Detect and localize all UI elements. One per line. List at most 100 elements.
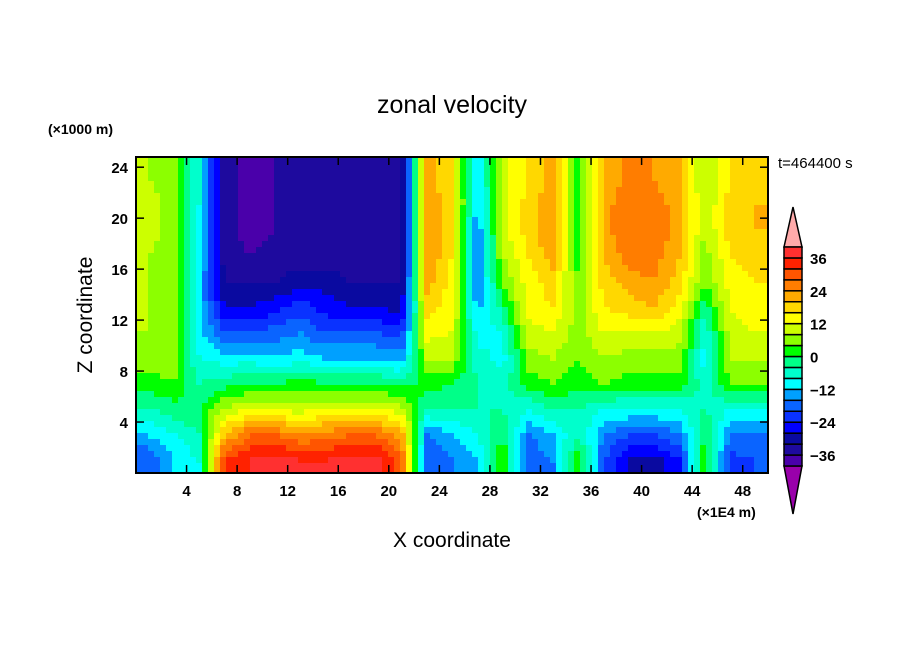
heatmap-cell (568, 217, 575, 224)
heatmap-cell (142, 313, 149, 320)
heatmap-cell (622, 205, 629, 212)
heatmap-cell (760, 247, 767, 254)
heatmap-cell (568, 193, 575, 200)
heatmap-cell (142, 379, 149, 386)
heatmap-cell (532, 295, 539, 302)
heatmap-cell (430, 241, 437, 248)
heatmap-cell (526, 343, 533, 350)
heatmap-cell (394, 289, 401, 296)
heatmap-cell (490, 169, 497, 176)
heatmap-cell (652, 391, 659, 398)
heatmap-cell (136, 223, 143, 230)
heatmap-cell (238, 337, 245, 344)
heatmap-cell (586, 223, 593, 230)
heatmap-cell (334, 433, 341, 440)
heatmap-cell (208, 223, 215, 230)
heatmap-cell (706, 187, 713, 194)
heatmap-cell (178, 355, 185, 362)
heatmap-cell (256, 211, 263, 218)
heatmap-cell (256, 433, 263, 440)
heatmap-cell (502, 157, 509, 164)
heatmap-cell (196, 241, 203, 248)
heatmap-cell (412, 421, 419, 428)
heatmap-cell (304, 295, 311, 302)
heatmap-cell (538, 289, 545, 296)
heatmap-cell (496, 349, 503, 356)
heatmap-cell (166, 259, 173, 266)
heatmap-cell (742, 391, 749, 398)
heatmap-cell (472, 403, 479, 410)
heatmap-cell (340, 373, 347, 380)
heatmap-cell (178, 241, 185, 248)
heatmap-cell (166, 175, 173, 182)
heatmap-cell (634, 313, 641, 320)
heatmap-cell (460, 289, 467, 296)
heatmap-cell (340, 193, 347, 200)
heatmap-cell (418, 367, 425, 374)
heatmap-cell (622, 163, 629, 170)
heatmap-cell (376, 427, 383, 434)
heatmap-cell (598, 157, 605, 164)
heatmap-cell (640, 211, 647, 218)
heatmap-cell (418, 205, 425, 212)
heatmap-cell (268, 283, 275, 290)
heatmap-cell (640, 415, 647, 422)
heatmap-cell (424, 271, 431, 278)
heatmap-cell (544, 199, 551, 206)
heatmap-cell (178, 385, 185, 392)
heatmap-cell (730, 211, 737, 218)
heatmap-cell (310, 187, 317, 194)
heatmap-cell (748, 361, 755, 368)
heatmap-cell (646, 391, 653, 398)
heatmap-cell (394, 181, 401, 188)
heatmap-cell (256, 259, 263, 266)
heatmap-cell (574, 361, 581, 368)
heatmap-cell (370, 331, 377, 338)
heatmap-cell (148, 163, 155, 170)
heatmap-cell (448, 427, 455, 434)
heatmap-cell (592, 199, 599, 206)
heatmap-cell (622, 169, 629, 176)
heatmap-cell (208, 397, 215, 404)
heatmap-cell (670, 307, 677, 314)
heatmap-cell (586, 235, 593, 242)
heatmap-cell (136, 307, 143, 314)
heatmap-cell (394, 367, 401, 374)
heatmap-cell (748, 433, 755, 440)
heatmap-cell (736, 421, 743, 428)
heatmap-cell (280, 433, 287, 440)
heatmap-cell (148, 199, 155, 206)
heatmap-cell (724, 355, 731, 362)
heatmap-cell (274, 247, 281, 254)
heatmap-cell (688, 271, 695, 278)
heatmap-cell (532, 367, 539, 374)
heatmap-cell (700, 229, 707, 236)
heatmap-cell (292, 199, 299, 206)
heatmap-cell (388, 265, 395, 272)
heatmap-cell (562, 391, 569, 398)
heatmap-cell (538, 217, 545, 224)
heatmap-cell (310, 421, 317, 428)
heatmap-cell (400, 259, 407, 266)
heatmap-cell (412, 397, 419, 404)
heatmap-cell (736, 307, 743, 314)
heatmap-cell (394, 217, 401, 224)
heatmap-cell (742, 361, 749, 368)
heatmap-cell (226, 229, 233, 236)
heatmap-cell (694, 289, 701, 296)
heatmap-cell (394, 241, 401, 248)
heatmap-cell (148, 301, 155, 308)
heatmap-cell (508, 175, 515, 182)
heatmap-cell (700, 433, 707, 440)
heatmap-cell (538, 157, 545, 164)
heatmap-cell (460, 397, 467, 404)
heatmap-cell (196, 211, 203, 218)
heatmap-cell (628, 295, 635, 302)
heatmap-cell (256, 361, 263, 368)
heatmap-cell (622, 157, 629, 164)
heatmap-cell (250, 415, 257, 422)
heatmap-cell (436, 223, 443, 230)
heatmap-cell (292, 379, 299, 386)
heatmap-cell (298, 385, 305, 392)
heatmap-cell (448, 331, 455, 338)
